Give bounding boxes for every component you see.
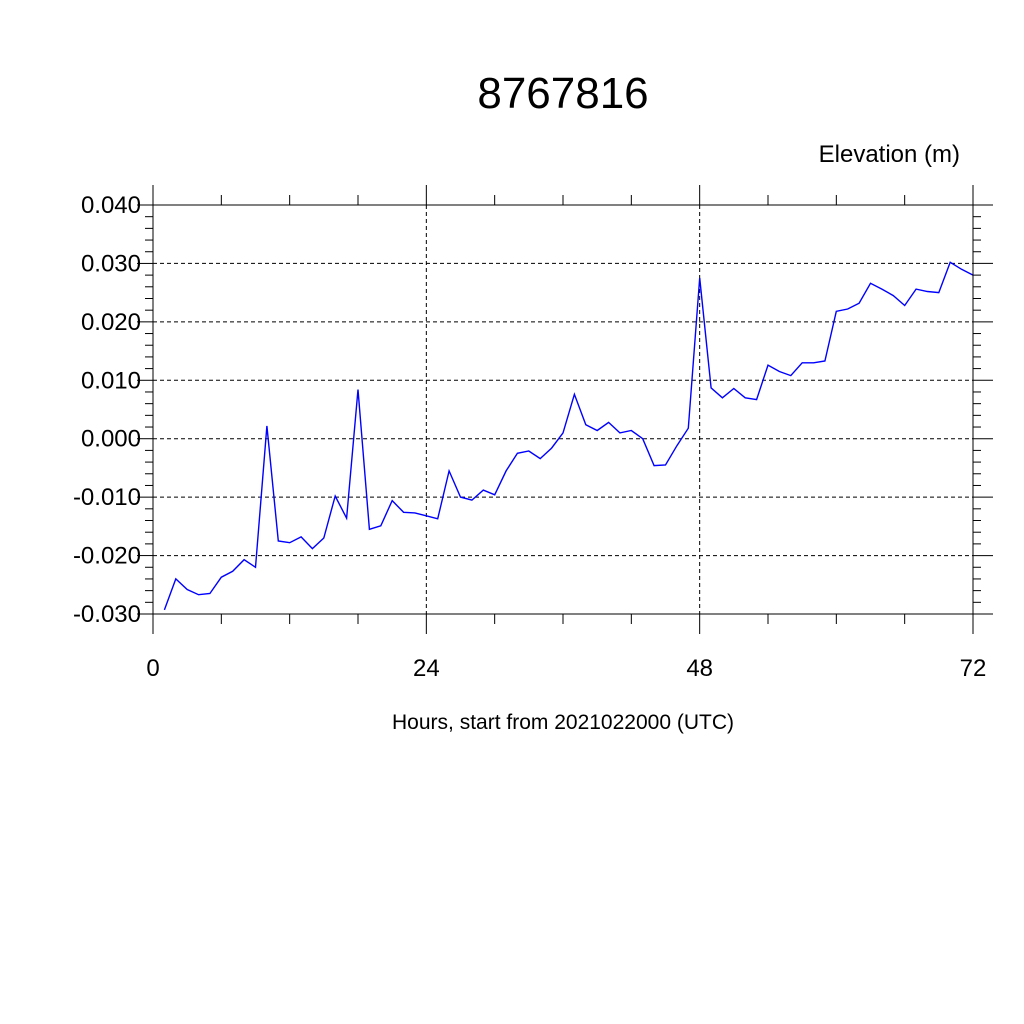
y-tick-label: -0.030 xyxy=(73,601,141,628)
y-tick-label: 0.000 xyxy=(81,426,141,453)
series-group xyxy=(163,261,974,611)
y-tick-label: 0.040 xyxy=(81,192,141,219)
plot-frame xyxy=(152,204,974,615)
series-line xyxy=(163,261,974,611)
x-tick-label: 72 xyxy=(960,655,987,682)
x-tick-label: 0 xyxy=(146,655,159,682)
y-tick-label: 0.020 xyxy=(81,309,141,336)
axis-ticks xyxy=(137,185,993,634)
chart-title: 8767816 xyxy=(477,69,648,118)
units-label: Elevation (m) xyxy=(819,141,960,168)
y-tick-label: -0.020 xyxy=(73,543,141,570)
y-tick-label: 0.010 xyxy=(81,367,141,394)
x-tick-label: 24 xyxy=(413,655,440,682)
x-tick-label: 48 xyxy=(686,655,713,682)
x-axis-label: Hours, start from 2021022000 (UTC) xyxy=(392,711,734,734)
y-tick-label: -0.010 xyxy=(73,484,141,511)
tick-labels: -0.030 -0.020 -0.010 0.000 0.010 0.020 0.030 0.… xyxy=(73,192,986,682)
y-tick-label: 0.030 xyxy=(81,250,141,277)
